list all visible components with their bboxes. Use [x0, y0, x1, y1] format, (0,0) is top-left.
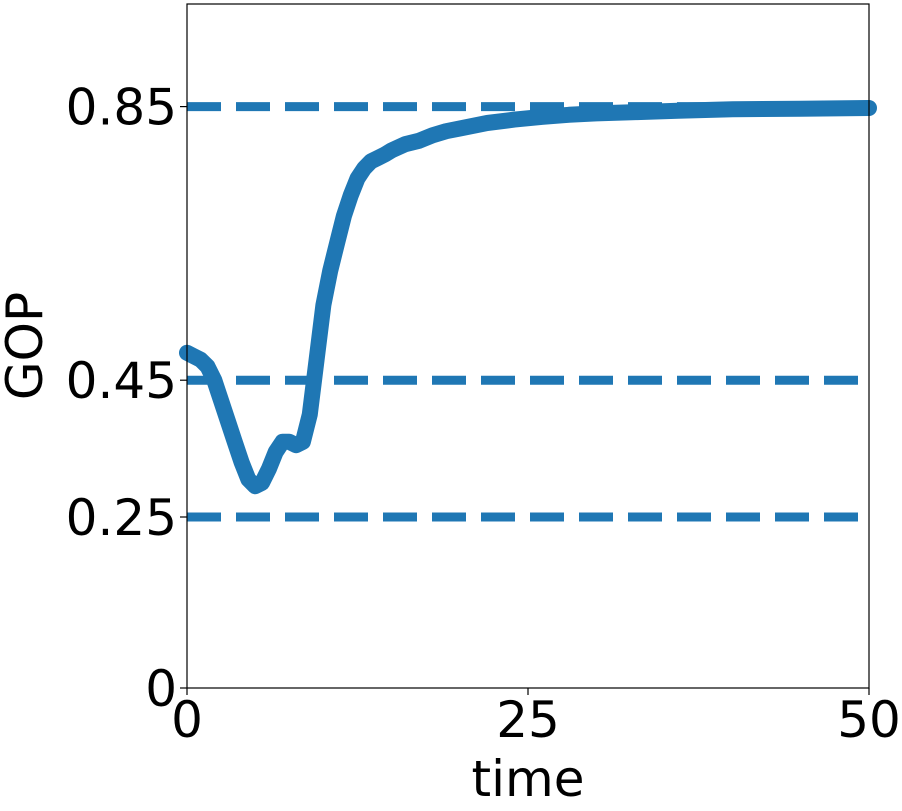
- x-tick-label: 0: [171, 691, 203, 749]
- y-tick-label: 0.25: [66, 489, 177, 547]
- x-tick-label: 50: [837, 691, 901, 749]
- y-tick-label: 0.45: [66, 352, 177, 410]
- y-axis-ticks: 0 0.25 0.45 0.85: [66, 79, 187, 718]
- y-tick-label: 0: [145, 660, 177, 718]
- series-line-gop: [179, 100, 877, 495]
- y-axis-label: GOP: [0, 292, 54, 400]
- x-tick-label: 25: [496, 691, 560, 749]
- x-axis-ticks: 0 25 50: [171, 688, 901, 749]
- y-tick-label: 0.85: [66, 79, 177, 137]
- x-axis-label: time: [472, 750, 585, 808]
